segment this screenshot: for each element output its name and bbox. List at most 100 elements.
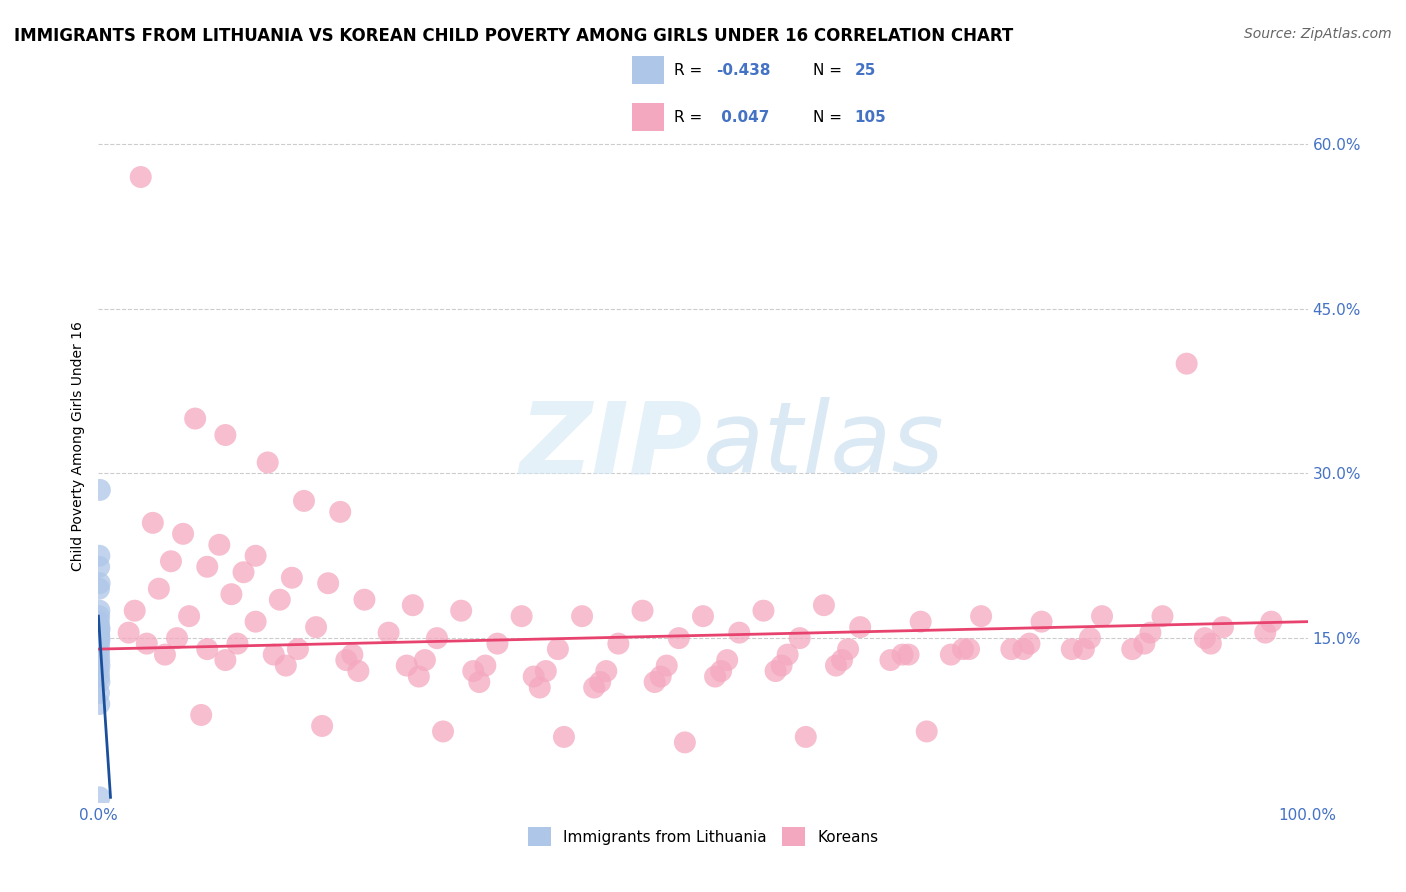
Point — [87, 615, 110, 629]
Point — [287, 642, 309, 657]
Point — [1199, 637, 1222, 651]
Point — [89, 620, 111, 634]
Point — [208, 538, 231, 552]
Point — [1078, 631, 1101, 645]
Point — [245, 549, 267, 563]
FancyBboxPatch shape — [631, 56, 664, 84]
Point — [789, 631, 811, 645]
Point — [770, 658, 793, 673]
Point — [329, 505, 352, 519]
Point — [232, 566, 254, 580]
Point — [463, 664, 485, 678]
Point — [970, 609, 993, 624]
Point — [89, 631, 111, 645]
Point — [1012, 642, 1035, 657]
Point — [89, 675, 111, 690]
Point — [939, 648, 962, 662]
Point — [89, 623, 111, 637]
Point — [87, 686, 110, 700]
Point — [408, 669, 430, 683]
Point — [214, 428, 236, 442]
Point — [1175, 357, 1198, 371]
Point — [794, 730, 817, 744]
Point — [650, 669, 672, 683]
Point — [553, 730, 575, 744]
Point — [571, 609, 593, 624]
Point — [335, 653, 357, 667]
Point — [87, 648, 110, 662]
Point — [583, 681, 606, 695]
Point — [305, 620, 328, 634]
Point — [263, 648, 285, 662]
Text: N =: N = — [813, 62, 846, 78]
Text: atlas: atlas — [703, 398, 945, 494]
Point — [89, 549, 111, 563]
Point — [281, 571, 304, 585]
Text: 0.047: 0.047 — [716, 110, 769, 125]
Point — [226, 637, 249, 651]
Point — [1152, 609, 1174, 624]
Point — [486, 637, 509, 651]
Point — [221, 587, 243, 601]
Text: IMMIGRANTS FROM LITHUANIA VS KOREAN CHILD POVERTY AMONG GIRLS UNDER 16 CORRELATI: IMMIGRANTS FROM LITHUANIA VS KOREAN CHIL… — [14, 27, 1014, 45]
Point — [1060, 642, 1083, 657]
Point — [825, 658, 848, 673]
Point — [245, 615, 267, 629]
Point — [1091, 609, 1114, 624]
Text: ZIP: ZIP — [520, 398, 703, 494]
Point — [673, 735, 696, 749]
Point — [523, 669, 546, 683]
Point — [952, 642, 974, 657]
Point — [184, 411, 207, 425]
Point — [89, 559, 111, 574]
Point — [776, 648, 799, 662]
Point — [1031, 615, 1053, 629]
Point — [153, 648, 176, 662]
Point — [1254, 625, 1277, 640]
Point — [89, 669, 111, 683]
Point — [316, 576, 339, 591]
Point — [468, 675, 491, 690]
Point — [1121, 642, 1143, 657]
Point — [342, 648, 364, 662]
Point — [195, 559, 218, 574]
Point — [89, 653, 111, 667]
Point — [395, 658, 418, 673]
Point — [377, 625, 399, 640]
Point — [716, 653, 738, 667]
Point — [1133, 637, 1156, 651]
Point — [89, 604, 111, 618]
Point — [655, 658, 678, 673]
Point — [849, 620, 872, 634]
Point — [879, 653, 901, 667]
Point — [595, 664, 617, 678]
Point — [1212, 620, 1234, 634]
Point — [897, 648, 920, 662]
Point — [704, 669, 727, 683]
Point — [87, 625, 110, 640]
Y-axis label: Child Poverty Among Girls Under 16: Child Poverty Among Girls Under 16 — [70, 321, 84, 571]
Text: N =: N = — [813, 110, 846, 125]
Point — [87, 664, 110, 678]
Point — [910, 615, 932, 629]
Point — [831, 653, 853, 667]
Point — [89, 633, 111, 648]
Point — [1018, 637, 1040, 651]
Point — [89, 629, 111, 643]
Legend: Immigrants from Lithuania, Koreans: Immigrants from Lithuania, Koreans — [522, 822, 884, 852]
Point — [413, 653, 436, 667]
Point — [166, 631, 188, 645]
Point — [728, 625, 751, 640]
Text: 105: 105 — [855, 110, 886, 125]
Point — [256, 455, 278, 469]
Point — [589, 675, 612, 690]
Point — [89, 658, 111, 673]
Point — [89, 483, 111, 497]
Point — [89, 609, 111, 624]
Point — [87, 582, 110, 596]
Text: Source: ZipAtlas.com: Source: ZipAtlas.com — [1244, 27, 1392, 41]
Point — [347, 664, 370, 678]
Point — [89, 576, 111, 591]
Text: R =: R = — [673, 110, 707, 125]
Text: 25: 25 — [855, 62, 876, 78]
